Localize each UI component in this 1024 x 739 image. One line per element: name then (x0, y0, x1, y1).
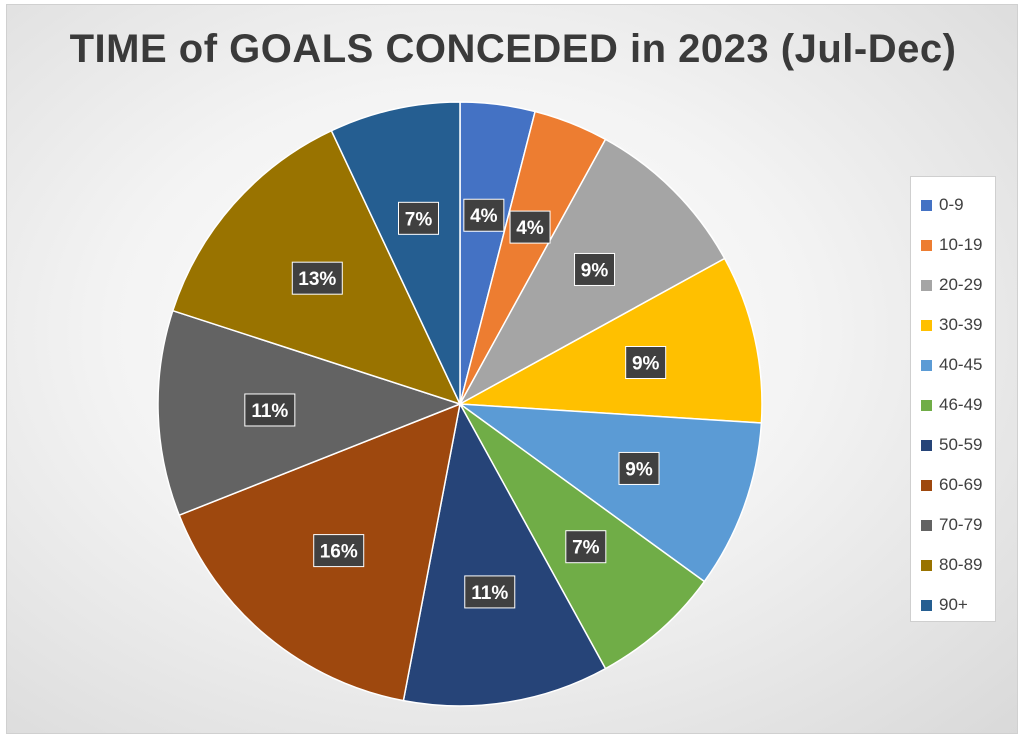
legend-swatch (921, 319, 932, 331)
legend-item-70-79: 70-79 (921, 505, 995, 545)
data-label-box (565, 530, 607, 564)
legend-item-0-9: 0-9 (921, 185, 995, 225)
data-label-10-19: 4% (509, 210, 551, 244)
legend-label: 20-29 (939, 275, 983, 294)
legend-item-46-49: 46-49 (921, 385, 995, 425)
data-label-30-39: 9% (625, 345, 667, 379)
legend-label: 0-9 (939, 195, 964, 214)
pie-slice-70-79 (157, 309, 463, 517)
legend-swatch (921, 599, 932, 611)
data-label-40-45: 9% (618, 451, 660, 485)
legend-label: 80-89 (939, 555, 983, 574)
data-label-text: 9% (581, 260, 609, 281)
data-label-80-89: 13% (291, 261, 343, 295)
legend-label: 50-59 (939, 435, 983, 454)
data-label-box (574, 252, 616, 286)
legend-swatch (921, 239, 932, 251)
data-label-box (463, 198, 505, 232)
data-label-46-49: 7% (565, 530, 607, 564)
data-label-text: 4% (470, 206, 498, 227)
legend-label: 70-79 (939, 515, 983, 534)
legend-swatch (921, 399, 932, 411)
legend-label: 90+ (939, 595, 968, 614)
data-label-70-79: 11% (244, 393, 296, 427)
data-label-60-69: 16% (313, 534, 365, 568)
chart-legend: 0-9 10-19 20-29 30-39 40-45 46-49 50-59 60-69 70… (910, 176, 996, 622)
legend-label: 30-39 (939, 315, 983, 334)
data-label-20-29: 9% (574, 252, 616, 286)
data-label-90plus: 7% (397, 201, 439, 235)
data-label-0-9: 4% (463, 198, 505, 232)
pie-data-labels: 4% 4% 9% 9% 9% 7% 11% 16% 11% 13% 7% (244, 198, 667, 609)
data-label-text: 9% (632, 353, 660, 374)
data-label-box (464, 575, 516, 609)
legend-swatch (921, 279, 932, 291)
legend-swatch (921, 199, 932, 211)
data-label-box (618, 451, 660, 485)
data-label-box (313, 534, 365, 568)
data-label-text: 4% (516, 218, 544, 239)
data-label-text: 13% (298, 269, 336, 290)
legend-item-50-59: 50-59 (921, 425, 995, 465)
data-label-text: 11% (471, 583, 508, 604)
legend-label: 40-45 (939, 355, 983, 374)
data-label-box (397, 201, 439, 235)
data-label-text: 11% (251, 401, 288, 422)
legend-swatch (921, 479, 932, 491)
legend-item-20-29: 20-29 (921, 265, 995, 305)
data-label-text: 9% (625, 459, 653, 480)
legend-swatch (921, 559, 932, 571)
data-label-box (509, 210, 551, 244)
legend-item-10-19: 10-19 (921, 225, 995, 265)
pie-slice-50-59 (402, 401, 607, 707)
legend-item-60-69: 60-69 (921, 465, 995, 505)
data-label-box (625, 345, 667, 379)
data-label-text: 7% (405, 209, 433, 230)
data-label-text: 7% (572, 538, 600, 559)
data-label-50-59: 11% (464, 575, 516, 609)
legend-label: 46-49 (939, 395, 983, 414)
legend-item-40-45: 40-45 (921, 345, 995, 385)
legend-label: 60-69 (939, 475, 983, 494)
pie-slice-30-39 (457, 257, 763, 424)
legend-item-30-39: 30-39 (921, 305, 995, 345)
legend-swatch (921, 359, 932, 371)
data-label-text: 16% (320, 542, 358, 563)
pie-slice-40-45 (457, 403, 763, 583)
legend-item-80-89: 80-89 (921, 545, 995, 585)
legend-swatch (921, 519, 932, 531)
chart-title: TIME of GOALS CONCEDED in 2023 (Jul-Dec) (69, 27, 957, 71)
legend-label: 10-19 (939, 235, 983, 254)
data-label-box (291, 261, 343, 295)
legend-item-90plus: 90+ (921, 585, 995, 625)
pie-slice-90plus (330, 101, 461, 405)
legend-swatch (921, 439, 932, 451)
data-label-box (244, 393, 296, 427)
